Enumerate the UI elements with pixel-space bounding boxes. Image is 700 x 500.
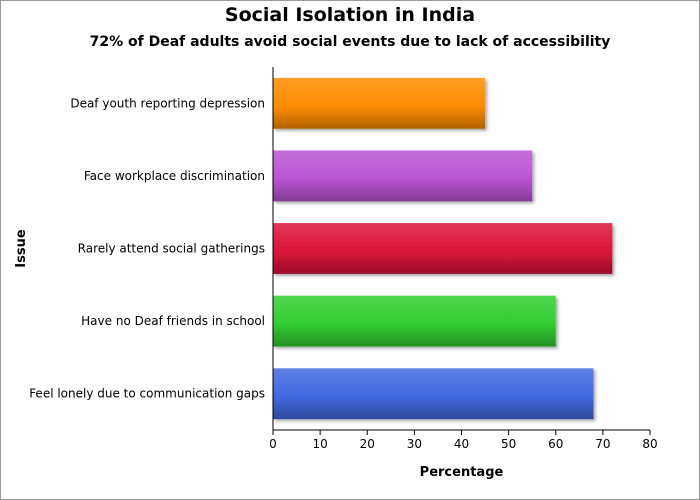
- category-label-4: Deaf youth reporting depression: [70, 96, 265, 110]
- x-tick-label-0: 0: [269, 437, 277, 451]
- x-tick-label-7: 70: [595, 437, 610, 451]
- y-axis-title: Issue: [14, 229, 29, 268]
- x-axis-title: Percentage: [420, 465, 504, 480]
- category-label-0: Feel lonely due to communication gaps: [29, 387, 265, 401]
- x-tick-label-2: 20: [360, 437, 375, 451]
- x-tick-label-8: 80: [642, 437, 657, 451]
- category-label-2: Rarely attend social gatherings: [78, 242, 265, 256]
- chart-title: Social Isolation in India: [224, 4, 476, 26]
- x-tick-group: 0 10 20 30 40 50 60 70 80: [269, 430, 658, 451]
- category-labels: Feel lonely due to communication gaps Hav…: [29, 96, 265, 400]
- bar-3: [273, 150, 533, 202]
- x-tick-label-6: 60: [548, 437, 563, 451]
- x-tick-label-5: 50: [501, 437, 516, 451]
- x-tick-label-4: 40: [454, 437, 469, 451]
- x-tick-label-3: 30: [407, 437, 422, 451]
- category-label-1: Have no Deaf friends in school: [81, 314, 265, 328]
- category-label-3: Face workplace discrimination: [84, 169, 265, 183]
- bar-0: [273, 368, 594, 420]
- chart-subtitle: 72% of Deaf adults avoid social events d…: [89, 34, 611, 50]
- bar-2: [273, 223, 613, 274]
- bar-4: [273, 77, 486, 129]
- x-tick-label-1: 10: [312, 437, 327, 451]
- bars-group: [273, 77, 613, 420]
- bar-1: [273, 295, 556, 347]
